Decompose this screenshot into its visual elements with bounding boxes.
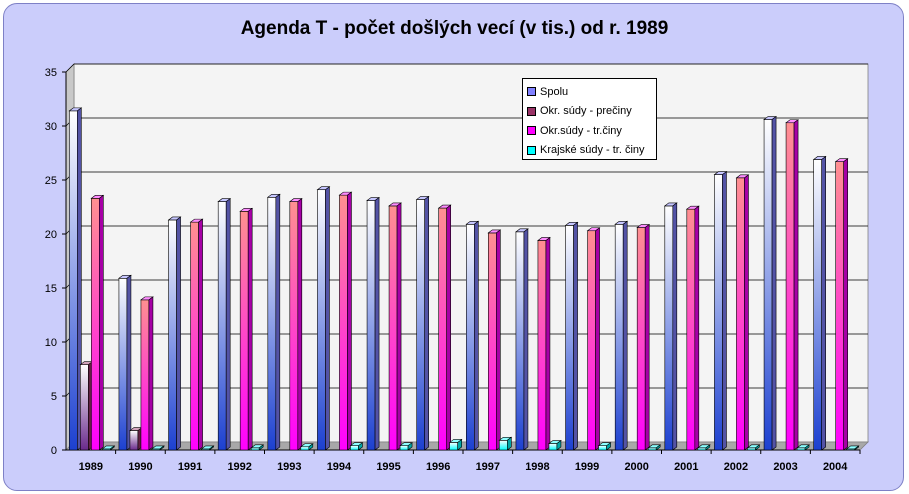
y-tick-label: 35 bbox=[45, 67, 57, 79]
bar-spolu-2004 bbox=[812, 155, 827, 451]
bar-okr-sudy-trciny-2002 bbox=[735, 174, 750, 451]
bar-okr-sudy-preciny-1989 bbox=[79, 361, 94, 451]
bar-krajske-sudy-1996 bbox=[448, 438, 463, 451]
bar-krajske-sudy-2004 bbox=[845, 445, 860, 451]
legend-item-spolu: Spolu bbox=[527, 82, 656, 102]
bar-spolu-1999 bbox=[564, 221, 579, 451]
bar-okr-sudy-trciny-1994 bbox=[338, 191, 353, 451]
legend-swatch-okr-sudy-trciny bbox=[527, 126, 536, 136]
legend-item-okr-sudy-preciny: Okr. súdy - prečiny bbox=[527, 102, 656, 122]
bar-krajske-sudy-1990 bbox=[151, 445, 165, 451]
y-tick-label: 10 bbox=[45, 337, 57, 349]
legend-label-okr-sudy-trciny: Okr.súdy - tr.činy bbox=[540, 124, 622, 137]
x-tick-label-1999: 1999 bbox=[575, 461, 599, 473]
bar-krajske-sudy-1994 bbox=[349, 442, 364, 451]
x-tick-label-1992: 1992 bbox=[227, 461, 251, 473]
bar-spolu-2002 bbox=[713, 171, 728, 451]
legend-label-krajske-sudy: Krajské súdy - tr. činy bbox=[540, 144, 645, 157]
bar-okr-sudy-trciny-1995 bbox=[388, 202, 402, 451]
bar-okr-sudy-trciny-1996 bbox=[437, 204, 452, 451]
x-tick-label-1995: 1995 bbox=[376, 461, 400, 473]
bar-okr-sudy-preciny-1990 bbox=[129, 426, 143, 451]
x-tick-label-1997: 1997 bbox=[476, 461, 500, 473]
bar-krajske-sudy-2000 bbox=[647, 444, 662, 451]
bar-okr-sudy-trciny-1999 bbox=[586, 227, 601, 451]
bar-okr-sudy-trciny-1998 bbox=[537, 236, 551, 451]
bar-krajske-sudy-2001 bbox=[696, 444, 711, 451]
bar-okr-sudy-trciny-1993 bbox=[288, 198, 303, 451]
x-tick-label-2000: 2000 bbox=[624, 461, 648, 473]
bar-okr-sudy-trciny-1997 bbox=[487, 229, 502, 451]
x-tick-label-2001: 2001 bbox=[674, 461, 698, 473]
bar-spolu-1992 bbox=[217, 198, 232, 451]
bar-spolu-1990 bbox=[118, 274, 132, 451]
bar-spolu-2000 bbox=[614, 220, 629, 451]
x-tick-label-2004: 2004 bbox=[823, 461, 848, 473]
x-tick-label-1989: 1989 bbox=[79, 461, 103, 473]
bar-krajske-sudy-1993 bbox=[299, 443, 314, 451]
bar-krajske-sudy-1989 bbox=[101, 445, 116, 451]
legend-item-okr-sudy-trciny: Okr.súdy - tr.činy bbox=[527, 121, 656, 141]
bar-okr-sudy-trciny-1990 bbox=[140, 296, 154, 451]
bar-okr-sudy-trciny-1989 bbox=[90, 194, 105, 451]
chart-title: Agenda T - počet došlých vecí (v tis.) o… bbox=[240, 18, 669, 39]
bar-krajske-sudy-1995 bbox=[399, 442, 413, 451]
bar-krajske-sudy-2002 bbox=[746, 444, 761, 451]
bar-okr-sudy-trciny-1991 bbox=[189, 218, 204, 451]
y-tick-label: 0 bbox=[51, 445, 57, 457]
x-tick-label-2003: 2003 bbox=[773, 461, 797, 473]
bar-spolu-1989 bbox=[68, 107, 83, 451]
bar-spolu-1993 bbox=[266, 193, 281, 451]
bar-spolu-1995 bbox=[366, 196, 380, 451]
legend: Spolu Okr. súdy - prečiny Okr.súdy - tr.… bbox=[522, 78, 657, 160]
bar-krajske-sudy-1997 bbox=[498, 436, 513, 451]
bar-spolu-1996 bbox=[415, 195, 430, 451]
bar-krajske-sudy-1998 bbox=[548, 439, 562, 451]
bar-spolu-1994 bbox=[316, 186, 331, 451]
legend-swatch-krajske-sudy bbox=[527, 145, 536, 155]
bar-spolu-1997 bbox=[465, 220, 480, 451]
legend-swatch-spolu bbox=[527, 87, 536, 97]
legend-label-spolu: Spolu bbox=[540, 85, 569, 98]
bar-spolu-2003 bbox=[763, 115, 777, 451]
y-tick-label: 5 bbox=[51, 391, 57, 403]
x-tick-label-2002: 2002 bbox=[724, 461, 748, 473]
bar-okr-sudy-trciny-2001 bbox=[685, 205, 700, 451]
legend-label-okr-sudy-preciny: Okr. súdy - prečiny bbox=[540, 105, 632, 118]
bar-spolu-2001 bbox=[663, 202, 678, 451]
bar-krajske-sudy-1991 bbox=[200, 445, 215, 451]
x-tick-label-1993: 1993 bbox=[277, 461, 301, 473]
bar-okr-sudy-trciny-1992 bbox=[239, 207, 254, 451]
legend-swatch-okr-sudy-preciny bbox=[527, 106, 536, 116]
y-tick-label: 20 bbox=[45, 229, 57, 241]
legend-item-krajske-sudy: Krajské súdy - tr. činy bbox=[527, 141, 656, 161]
bar-spolu-1991 bbox=[167, 216, 182, 451]
bar-krajske-sudy-1999 bbox=[597, 442, 612, 451]
bar-krajske-sudy-1992 bbox=[250, 444, 265, 451]
x-tick-label-1996: 1996 bbox=[426, 461, 450, 473]
bar-okr-sudy-trciny-2004 bbox=[834, 158, 849, 451]
y-tick-label: 25 bbox=[45, 175, 57, 187]
x-tick-label-1994: 1994 bbox=[327, 461, 352, 473]
bar-krajske-sudy-2003 bbox=[796, 444, 810, 451]
x-tick-label-1991: 1991 bbox=[178, 461, 202, 473]
bar-spolu-1998 bbox=[515, 228, 529, 451]
x-tick-label-1990: 1990 bbox=[128, 461, 152, 473]
y-tick-label: 15 bbox=[45, 283, 57, 295]
x-tick-label-1998: 1998 bbox=[525, 461, 549, 473]
bar-okr-sudy-trciny-2003 bbox=[785, 119, 799, 451]
bar-okr-sudy-trciny-2000 bbox=[636, 223, 651, 451]
y-tick-label: 30 bbox=[45, 121, 57, 133]
